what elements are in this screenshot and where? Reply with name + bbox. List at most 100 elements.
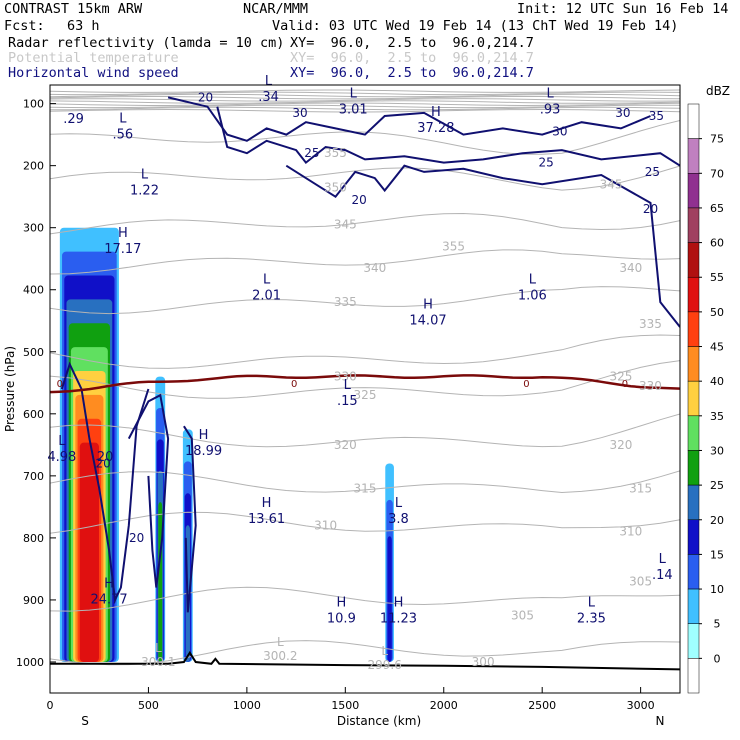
field-3-xy: XY= 96.0, 2.5 to 96.0,214.7 [290, 65, 534, 81]
theta-line [50, 511, 680, 534]
colorbar-swatch [687, 276, 700, 313]
colorbar-tick-label: 30 [710, 444, 724, 457]
theta-label: 335 [639, 317, 662, 331]
colorbar-tick-label: 5 [714, 618, 721, 631]
theta-line-stratosphere [50, 100, 680, 104]
wind-line [60, 361, 150, 604]
theta-line-stratosphere [50, 96, 680, 100]
special-lines [50, 374, 680, 671]
hl-marker-value: 10.9 [327, 611, 356, 626]
wind-label: 25 [538, 156, 553, 170]
wind-label: 25 [645, 165, 660, 179]
plot-frame [49, 84, 681, 694]
theta-label: 310 [314, 518, 337, 532]
init-time: Init: 12 UTC Sun 16 Feb 14 [517, 1, 729, 17]
hl-marker-letter: L [263, 273, 271, 288]
contour-labels: 3553503453403353303253203153103053003453… [47, 74, 672, 672]
colorbar-tick-label: 25 [710, 479, 724, 492]
hl-marker-letter: H [423, 298, 433, 313]
hl-marker-value: .34 [258, 90, 279, 105]
theta-line [50, 165, 680, 191]
colorbar-swatch [687, 173, 700, 209]
hl-marker-letter: L [546, 87, 554, 102]
theta-min-value: 300.1 [141, 655, 175, 669]
theta-line [50, 249, 680, 275]
theta-line [50, 286, 680, 315]
hl-marker-value: .56 [113, 127, 134, 142]
colorbar-tick-label: 10 [710, 583, 724, 596]
colorbar-tick-label: 40 [710, 375, 724, 388]
hl-marker-value: .15 [337, 394, 358, 409]
colorbar-swatch [687, 207, 700, 243]
wind-label: 20 [96, 456, 111, 470]
colorbar-tick-label: 65 [710, 202, 724, 215]
y-tick-label: 400 [23, 284, 44, 297]
colorbar-tick-label: 35 [710, 410, 724, 423]
x-tick-label: 2500 [528, 699, 556, 712]
hl-marker-letter: H [431, 105, 441, 120]
hl-marker-letter: H [336, 595, 346, 610]
hl-marker-letter: L [141, 167, 149, 182]
x-tick-label: 1500 [331, 699, 359, 712]
hl-marker-letter: L [395, 496, 403, 511]
theta-label: 305 [629, 574, 652, 588]
x-tick-label: 2000 [430, 699, 458, 712]
hl-marker-letter: H [394, 595, 404, 610]
terrain-line [50, 650, 680, 671]
y-tick-label: 600 [23, 408, 44, 421]
y-tick-label: 300 [23, 222, 44, 235]
hl-marker-value: 18.99 [185, 444, 222, 459]
field-1-name: Radar reflectivity (lamda = 10 cm) [8, 35, 285, 51]
theta-line-stratosphere [50, 89, 680, 93]
wind-line [127, 393, 170, 588]
theta-label: 335 [334, 295, 357, 309]
colorbar-swatch [687, 450, 700, 486]
hl-marker-value: 13.61 [248, 512, 285, 527]
wind-line [167, 96, 651, 142]
colorbar-swatch [687, 658, 700, 694]
theta-contours [50, 89, 680, 666]
x-tick-label: 0 [47, 699, 54, 712]
colorbar-swatch [687, 588, 700, 624]
theta-label: 305 [511, 608, 534, 622]
theta-label: 315 [629, 481, 652, 495]
y-axis-title: Pressure (hPa) [3, 346, 17, 432]
hl-marker-value: .14 [652, 568, 673, 583]
wind-line [183, 425, 197, 613]
hl-marker-letter: H [262, 496, 272, 511]
y-tick-label: 800 [23, 532, 44, 545]
wind-label: 30 [292, 106, 307, 120]
fcst-label: Fcst: [4, 18, 45, 34]
reflectivity-cell [79, 442, 99, 662]
hl-marker-letter: L [265, 74, 273, 89]
theta-line [50, 586, 680, 612]
hl-marker-value: .29 [63, 112, 84, 127]
y-tick-label: 100 [23, 98, 44, 111]
colorbar-tick-label: 60 [710, 237, 724, 250]
colorbar-tick-label: 75 [710, 133, 724, 146]
colorbar-swatch [687, 519, 700, 555]
wind-label: 30 [615, 106, 630, 120]
x-tick-label: 3000 [627, 699, 655, 712]
colorbar-swatch [687, 311, 700, 347]
colorbar-swatch [687, 346, 700, 382]
model-title: CONTRAST 15km ARW [4, 1, 143, 17]
wind-label: 25 [304, 146, 319, 160]
theta-line [50, 470, 680, 494]
theta-line-stratosphere [50, 93, 680, 98]
hl-marker-letter: L [344, 378, 352, 393]
theta-label: 355 [442, 239, 465, 253]
wind-label: 20 [643, 202, 658, 216]
hl-marker-value: 37.28 [417, 121, 454, 136]
x-axis-title: Distance (km) [337, 714, 421, 728]
theta-label: 330 [639, 379, 662, 393]
theta-line [50, 413, 680, 448]
wind-line [285, 164, 680, 328]
colorbar-tick-label: 15 [710, 548, 724, 561]
hl-marker-letter: L [588, 595, 596, 610]
colorbar-unit: dBZ [706, 84, 730, 98]
theta-line [50, 640, 680, 666]
colorbar-swatch [687, 554, 700, 590]
theta-label: 345 [334, 218, 357, 232]
